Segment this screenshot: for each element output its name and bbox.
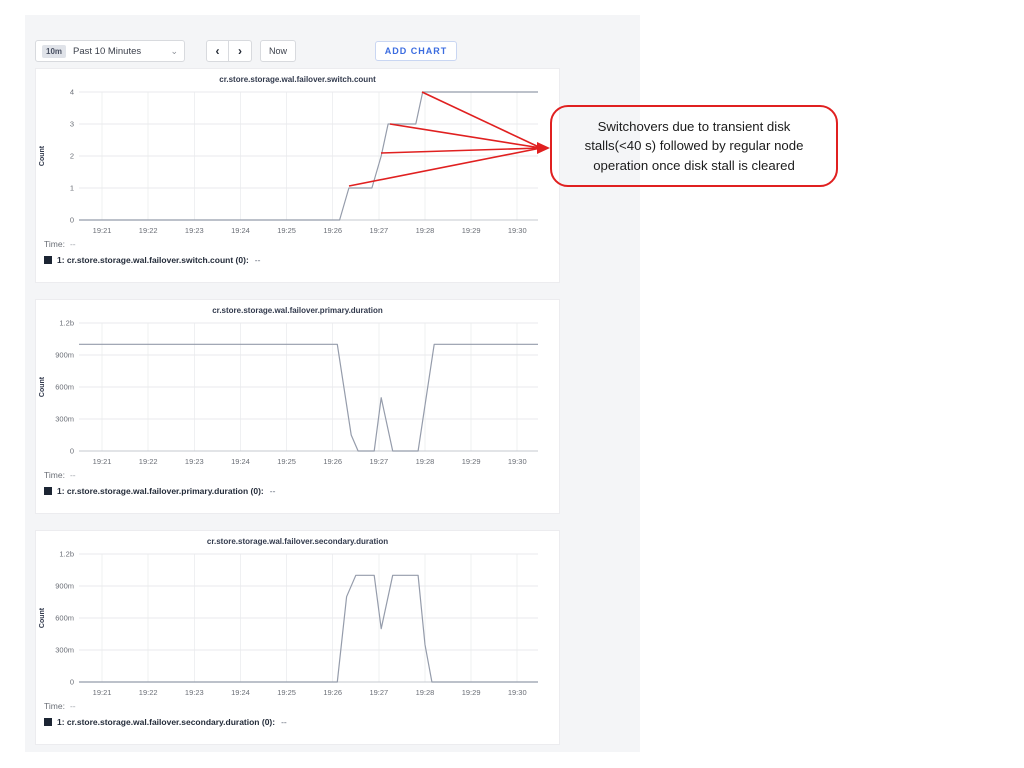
- svg-text:19:30: 19:30: [508, 226, 527, 235]
- svg-text:19:30: 19:30: [508, 688, 527, 697]
- svg-text:19:28: 19:28: [416, 688, 435, 697]
- svg-text:1: 1: [70, 184, 74, 193]
- svg-text:300m: 300m: [55, 646, 74, 655]
- svg-text:300m: 300m: [55, 415, 74, 424]
- time-range-selector[interactable]: 10m Past 10 Minutes ⌄: [35, 40, 185, 62]
- chart-card: cr.store.storage.wal.failover.secondary.…: [35, 530, 560, 745]
- svg-text:19:22: 19:22: [139, 688, 158, 697]
- metrics-panel: 10m Past 10 Minutes ⌄ ‹ › Now ADD CHART …: [25, 15, 640, 752]
- chart-title: cr.store.storage.wal.failover.switch.cou…: [219, 75, 376, 84]
- next-range-button[interactable]: ›: [229, 40, 252, 62]
- toolbar: 10m Past 10 Minutes ⌄ ‹ › Now ADD CHART: [35, 40, 630, 64]
- legend-swatch-icon: [44, 487, 52, 495]
- svg-text:19:21: 19:21: [93, 688, 112, 697]
- svg-text:3: 3: [70, 120, 74, 129]
- chart-legend: 1: cr.store.storage.wal.failover.switch.…: [44, 255, 260, 265]
- annotation-text: Switchovers due to transient disk stalls…: [584, 119, 804, 173]
- legend-swatch-icon: [44, 718, 52, 726]
- svg-text:19:27: 19:27: [369, 226, 388, 235]
- svg-text:19:24: 19:24: [231, 226, 250, 235]
- svg-text:19:27: 19:27: [369, 688, 388, 697]
- chart-plot-area[interactable]: 0 300m 600m 900m 1.2b 19:21 19:22 19:23 19:24 19:…: [36, 545, 561, 703]
- chart-hover-time-row: Time: --: [44, 239, 76, 249]
- chart-card-list: cr.store.storage.wal.failover.switch.cou…: [35, 68, 560, 761]
- legend-series-name: 1: cr.store.storage.wal.failover.seconda…: [57, 717, 276, 727]
- chart-hover-time-row: Time: --: [44, 701, 76, 711]
- svg-text:19:25: 19:25: [277, 226, 296, 235]
- svg-text:600m: 600m: [55, 383, 74, 392]
- svg-text:Count: Count: [39, 145, 46, 166]
- chart-plot-area[interactable]: 0 300m 600m 900m 1.2b 19:21 19:22 19:23 19:24 19:…: [36, 314, 561, 472]
- svg-text:2: 2: [70, 152, 74, 161]
- svg-text:19:26: 19:26: [323, 457, 342, 466]
- chart-plot-area[interactable]: 0 1 2 3 4 19:21 19:22 19:23 19:24 19:25 19:26 19:27…: [36, 83, 561, 241]
- time-range-badge: 10m: [42, 44, 67, 58]
- prev-range-button[interactable]: ‹: [206, 40, 229, 62]
- svg-text:0: 0: [70, 678, 74, 687]
- svg-text:19:25: 19:25: [277, 457, 296, 466]
- svg-text:600m: 600m: [55, 614, 74, 623]
- svg-text:900m: 900m: [55, 582, 74, 591]
- legend-series-value: --: [269, 486, 276, 496]
- legend-series-value: --: [281, 717, 287, 727]
- svg-text:19:21: 19:21: [93, 457, 112, 466]
- chevron-right-icon: ›: [238, 44, 242, 58]
- svg-text:19:29: 19:29: [462, 688, 481, 697]
- add-chart-button[interactable]: ADD CHART: [375, 41, 457, 61]
- svg-text:19:27: 19:27: [369, 457, 388, 466]
- chevron-down-icon: ⌄: [170, 45, 178, 56]
- time-range-label: Past 10 Minutes: [73, 45, 142, 57]
- svg-text:19:30: 19:30: [508, 457, 527, 466]
- svg-text:4: 4: [70, 88, 74, 97]
- svg-text:Count: Count: [39, 607, 46, 628]
- chart-card: cr.store.storage.wal.failover.switch.cou…: [35, 68, 560, 283]
- time-label: Time:: [44, 470, 65, 480]
- svg-text:19:29: 19:29: [462, 226, 481, 235]
- svg-text:1.2b: 1.2b: [59, 319, 74, 328]
- annotation-callout: Switchovers due to transient disk stalls…: [550, 105, 838, 187]
- svg-text:19:29: 19:29: [462, 457, 481, 466]
- legend-series-name: 1: cr.store.storage.wal.failover.switch.…: [57, 255, 249, 265]
- svg-text:19:22: 19:22: [139, 226, 158, 235]
- svg-text:19:26: 19:26: [323, 226, 342, 235]
- time-label: Time:: [44, 701, 65, 711]
- chart-title: cr.store.storage.wal.failover.secondary.…: [206, 537, 389, 546]
- svg-text:19:28: 19:28: [416, 226, 435, 235]
- svg-text:19:26: 19:26: [323, 688, 342, 697]
- chevron-left-icon: ‹: [215, 44, 220, 58]
- now-button[interactable]: Now: [260, 40, 296, 62]
- chart-legend: 1: cr.store.storage.wal.failover.seconda…: [44, 717, 287, 727]
- legend-swatch-icon: [44, 256, 52, 264]
- svg-text:19:25: 19:25: [277, 688, 296, 697]
- time-label: Time:: [44, 239, 65, 249]
- svg-text:900m: 900m: [55, 351, 74, 360]
- chart-title: cr.store.storage.wal.failover.primary.du…: [212, 306, 383, 315]
- svg-text:1.2b: 1.2b: [59, 550, 74, 559]
- svg-text:19:24: 19:24: [231, 688, 250, 697]
- chart-hover-time-row: Time: --: [44, 470, 76, 480]
- svg-text:19:23: 19:23: [185, 457, 204, 466]
- svg-text:0: 0: [70, 447, 74, 456]
- chart-card: cr.store.storage.wal.failover.primary.du…: [35, 299, 560, 514]
- chart-legend: 1: cr.store.storage.wal.failover.primary…: [44, 486, 275, 496]
- legend-series-name: 1: cr.store.storage.wal.failover.primary…: [57, 486, 264, 496]
- svg-text:19:28: 19:28: [416, 457, 435, 466]
- svg-text:19:21: 19:21: [93, 226, 112, 235]
- svg-text:Count: Count: [39, 376, 46, 397]
- time-value: --: [69, 701, 76, 711]
- time-nav-group: ‹ ›: [206, 40, 252, 62]
- svg-text:0: 0: [70, 216, 74, 225]
- legend-series-value: --: [254, 255, 261, 265]
- svg-text:19:22: 19:22: [139, 457, 158, 466]
- svg-text:19:23: 19:23: [185, 688, 204, 697]
- svg-text:19:23: 19:23: [185, 226, 204, 235]
- svg-text:19:24: 19:24: [231, 457, 250, 466]
- time-value: --: [69, 239, 76, 249]
- time-value: --: [69, 470, 76, 480]
